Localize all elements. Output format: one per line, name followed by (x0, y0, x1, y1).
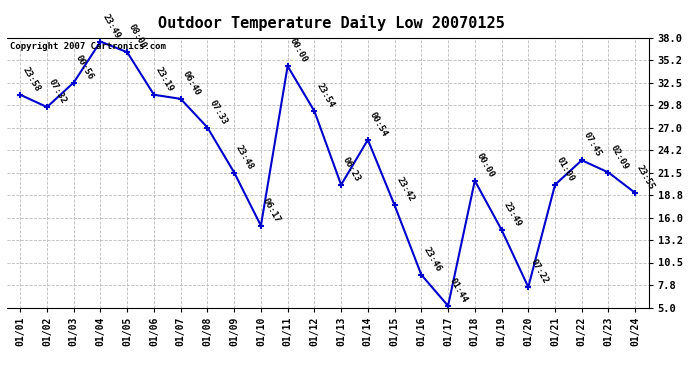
Text: 06:17: 06:17 (261, 196, 282, 224)
Text: 01:00: 01:00 (555, 155, 576, 183)
Text: 23:58: 23:58 (20, 65, 41, 93)
Text: 06:40: 06:40 (181, 69, 202, 97)
Text: 00:54: 00:54 (368, 110, 389, 138)
Text: 23:48: 23:48 (234, 143, 255, 171)
Text: Outdoor Temperature Daily Low 20070125: Outdoor Temperature Daily Low 20070125 (158, 15, 504, 31)
Text: 07:33: 07:33 (208, 98, 228, 126)
Text: 23:49: 23:49 (101, 12, 121, 40)
Text: Copyright 2007 Cartronics.com: Copyright 2007 Cartronics.com (10, 42, 166, 51)
Text: 23:54: 23:54 (315, 82, 335, 110)
Text: 07:32: 07:32 (47, 78, 68, 105)
Text: 07:22: 07:22 (529, 258, 549, 285)
Text: 08:00: 08:00 (127, 23, 148, 51)
Text: 02:09: 02:09 (609, 143, 630, 171)
Text: 23:19: 23:19 (154, 65, 175, 93)
Text: 06:23: 06:23 (341, 155, 362, 183)
Text: 23:46: 23:46 (422, 245, 442, 273)
Text: 23:55: 23:55 (635, 164, 656, 191)
Text: 07:45: 07:45 (582, 131, 603, 159)
Text: 00:56: 00:56 (74, 53, 95, 81)
Text: 23:49: 23:49 (502, 200, 523, 228)
Text: 01:44: 01:44 (448, 276, 469, 304)
Text: 23:42: 23:42 (395, 176, 416, 204)
Text: 00:00: 00:00 (288, 37, 309, 64)
Text: 00:00: 00:00 (475, 151, 496, 179)
